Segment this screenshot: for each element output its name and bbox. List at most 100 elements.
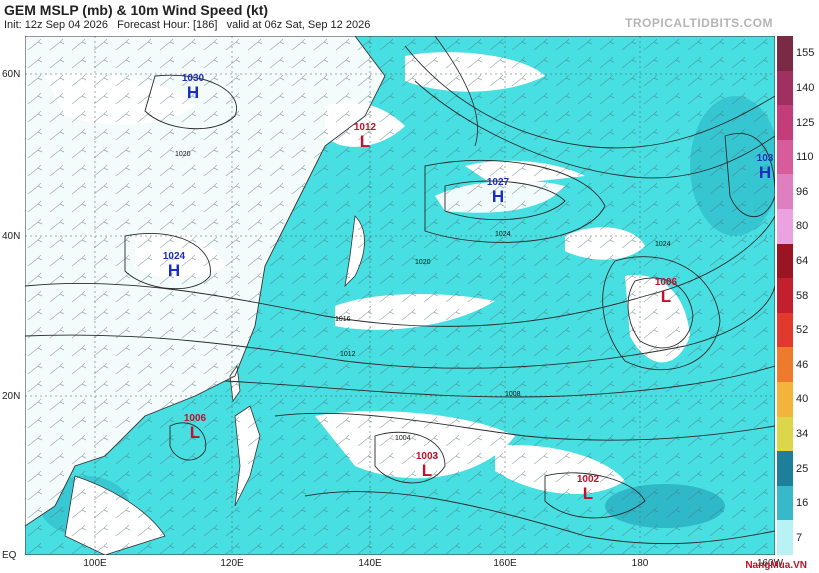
isobar	[124, 232, 211, 290]
colorbar-label: 25	[796, 462, 809, 475]
pressure-value: 1006	[654, 277, 678, 288]
colorbar	[777, 36, 793, 556]
colorbar-label: 40	[796, 393, 809, 406]
colorbar-segment	[777, 243, 793, 279]
colorbar-segment	[777, 451, 793, 487]
colorbar-label: 80	[796, 220, 809, 233]
pressure-value: 1003	[415, 451, 439, 462]
isobar-label: 1008	[505, 391, 521, 398]
isobar	[25, 285, 775, 369]
isobar	[144, 74, 237, 130]
colorbar-label: 155	[796, 47, 815, 60]
isobar-label: 1020	[175, 151, 191, 158]
lon-label: 100E	[83, 558, 107, 569]
high-pressure-center: 1030 H	[181, 73, 205, 102]
isobar	[404, 45, 775, 149]
low-pressure-center: 1012 L	[353, 122, 377, 151]
lon-label: 180	[631, 558, 649, 569]
pressure-letter: L	[189, 423, 201, 442]
isobar-labels: 1024 1020 1016 1012 1008 1004 1020 1024	[175, 151, 671, 442]
colorbar-label: 96	[796, 185, 809, 198]
colorbar-label: 64	[796, 254, 809, 267]
colorbar-segment	[777, 139, 793, 175]
colorbar-label: 7	[796, 531, 803, 544]
colorbar-segment	[777, 209, 793, 245]
isobar	[724, 133, 775, 218]
init-time: Init: 12z Sep 04 2026	[4, 19, 108, 31]
colorbar-segment	[777, 416, 793, 452]
colorbar-label: 16	[796, 497, 809, 510]
pressure-letter: H	[186, 83, 200, 102]
isobar	[627, 277, 694, 349]
isobar	[424, 159, 606, 243]
colorbar-label: 58	[796, 289, 809, 302]
lon-label: 160W	[756, 558, 784, 569]
isobar	[169, 422, 207, 461]
low-pressure-center: 1006 L	[183, 413, 207, 442]
colorbar-segment	[777, 70, 793, 106]
brand-label: TROPICALTIDBITS.COM	[625, 16, 773, 30]
lat-label: 40N	[2, 231, 21, 242]
colorbar-segment	[777, 105, 793, 141]
isobar	[602, 256, 721, 370]
isobar	[224, 365, 775, 398]
isobar	[444, 180, 566, 221]
pressure-letter: H	[491, 187, 505, 206]
forecast-hour: Forecast Hour: [186]	[117, 19, 218, 31]
isobar	[304, 491, 775, 545]
colorbar-segment	[777, 382, 793, 418]
colorbar-segment	[777, 347, 793, 383]
pressure-value: 103	[756, 153, 774, 164]
high-pressure-center: 103 H	[756, 153, 774, 182]
valid-time: valid at 06z Sat, Sep 12 2026	[226, 19, 371, 31]
colorbar-segment	[777, 485, 793, 521]
pressure-value: 1024	[162, 251, 186, 262]
lon-label: 120E	[220, 558, 244, 569]
pressure-letter: H	[758, 163, 772, 182]
isobar-label: 1004	[395, 435, 411, 442]
high-pressure-center: 1027 H	[486, 177, 510, 206]
pressure-letter: L	[359, 132, 371, 151]
pressure-letter: H	[167, 261, 181, 280]
colorbar-label: 140	[796, 81, 815, 94]
isobar	[414, 80, 775, 179]
colorbar-segment	[777, 312, 793, 348]
pressure-value: 1030	[181, 73, 205, 84]
lon-label: 140E	[358, 558, 382, 569]
isobar-label: 1024	[655, 241, 671, 248]
pressure-value: 1002	[576, 474, 600, 485]
pressure-letter: L	[660, 287, 672, 306]
colorbar-label: 34	[796, 427, 809, 440]
header: GEM MSLP (mb) & 10m Wind Speed (kt) Init…	[0, 0, 819, 36]
graticule	[25, 36, 775, 555]
lon-label: 160E	[493, 558, 517, 569]
pressure-letter: L	[582, 484, 594, 503]
pressure-value: 1027	[486, 177, 510, 188]
isobar	[544, 472, 646, 519]
isobar-label: 1012	[340, 351, 356, 358]
watermark-text: NangMua.VN	[745, 560, 807, 571]
colorbar-label: 52	[796, 324, 809, 337]
colorbar-segment	[777, 278, 793, 314]
lat-label: 60N	[2, 69, 21, 80]
isobar	[374, 431, 446, 484]
lat-label: EQ	[2, 550, 17, 561]
pressure-letter: L	[421, 461, 433, 480]
colorbar-segment	[777, 36, 793, 72]
watermark: NangMua.VN	[745, 560, 807, 571]
colorbar-label: 46	[796, 358, 809, 371]
isobar	[25, 215, 775, 327]
lat-label: 20N	[2, 391, 21, 402]
high-pressure-center: 1024 H	[162, 251, 186, 280]
isobar-label: 1024	[495, 231, 511, 238]
isobar	[274, 412, 775, 441]
map-canvas: 1024 1020 1016 1012 1008 1004 1020 1024	[25, 36, 775, 555]
pressure-value: 1012	[353, 122, 377, 133]
pressure-value: 1006	[183, 413, 207, 424]
colorbar-label: 110	[796, 151, 814, 164]
low-pressure-center: 1002 L	[576, 474, 600, 503]
colorbar-label: 125	[796, 116, 815, 129]
chart-title: GEM MSLP (mb) & 10m Wind Speed (kt)	[4, 2, 269, 18]
colorbar-segment	[777, 520, 793, 556]
isobar-label: 1020	[415, 259, 431, 266]
